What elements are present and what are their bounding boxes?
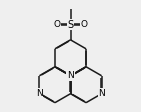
Text: O: O xyxy=(81,20,87,29)
Text: N: N xyxy=(36,89,43,98)
Text: S: S xyxy=(67,20,74,30)
Text: O: O xyxy=(54,20,60,29)
Text: N: N xyxy=(67,71,74,80)
Text: N: N xyxy=(98,89,105,98)
